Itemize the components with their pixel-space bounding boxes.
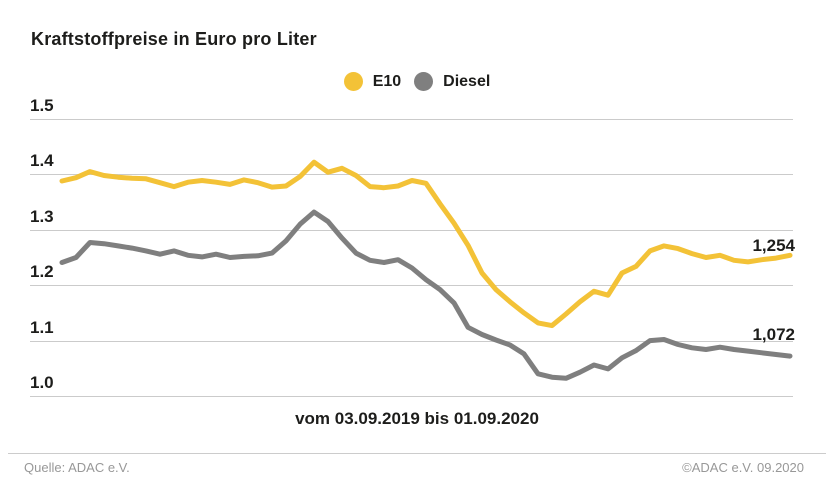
y-tick-label: 1.0: [30, 373, 54, 392]
copyright-label: ©ADAC e.V. 09.2020: [682, 460, 804, 475]
e10-legend-label: E10: [372, 72, 402, 90]
gridlines: [30, 119, 793, 397]
chart-title: Kraftstoffpreise in Euro pro Liter: [31, 29, 317, 49]
y-tick-label: 1.2: [30, 262, 54, 281]
legend: E10 Diesel: [0, 72, 834, 91]
diesel-legend-dot-icon: [414, 72, 434, 91]
diesel-line: [59, 209, 793, 381]
legend-item-diesel: Diesel: [414, 72, 490, 91]
footer-divider: [8, 453, 826, 454]
e10-legend-dot-icon: [343, 72, 363, 91]
x-axis-caption: vom 03.09.2019 bis 01.09.2020: [295, 409, 539, 428]
source-label: Quelle: ADAC e.V.: [24, 460, 130, 475]
y-tick-label: 1.1: [30, 318, 54, 337]
y-tick-label: 1.3: [30, 207, 54, 226]
y-tick-label: 1.4: [30, 151, 54, 170]
legend-item-e10: E10: [343, 72, 402, 91]
diesel-legend-label: Diesel: [443, 72, 491, 90]
diesel-end-value-label: 1,072: [752, 325, 795, 344]
y-tick-label: 1.5: [30, 96, 54, 115]
e10-line: [59, 159, 793, 329]
e10-end-value-label: 1,254: [752, 236, 795, 255]
